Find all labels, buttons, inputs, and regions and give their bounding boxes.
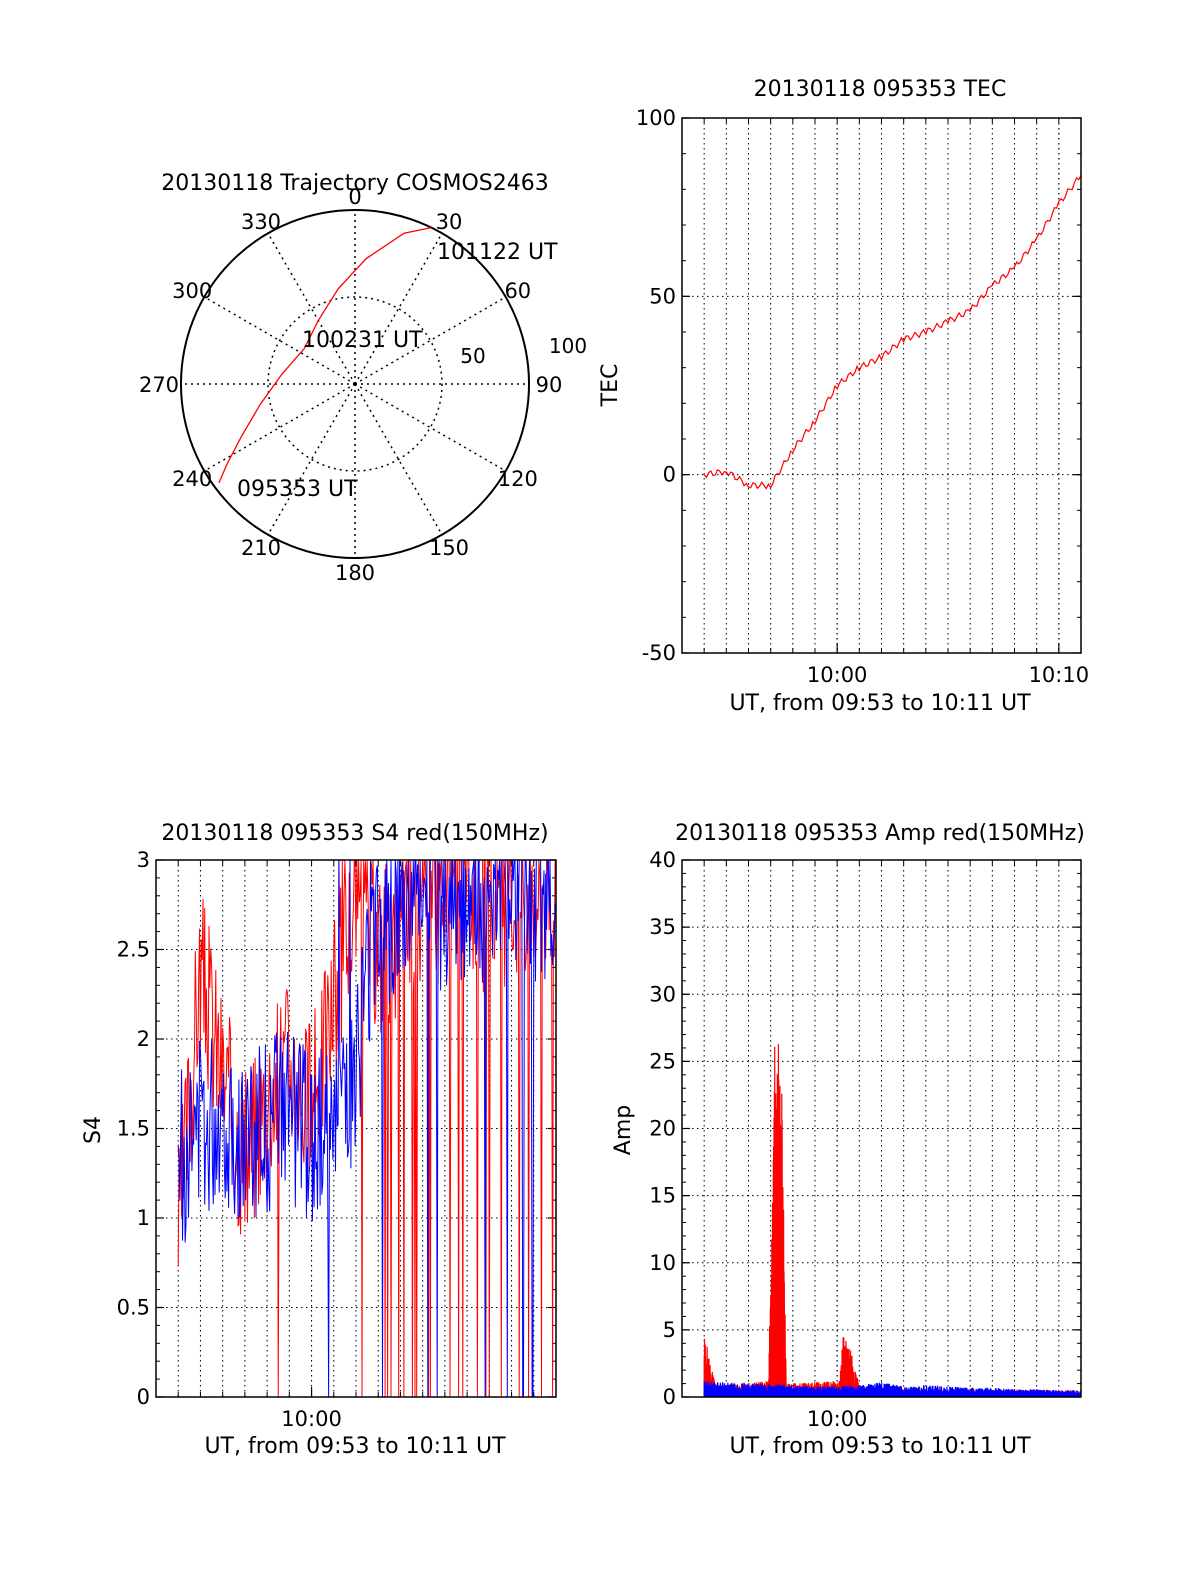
polar-spoke-120: [354, 383, 507, 472]
polar-angle-label-330: 330: [241, 210, 281, 234]
ytick-label: 0: [663, 463, 676, 487]
s4-chart: 20130118 095353 S4 red(150MHz) S4 UT, fr…: [81, 821, 557, 1459]
amp-title: 20130118 095353 Amp red(150MHz): [675, 821, 1085, 846]
ytick-label: 0.5: [117, 1296, 150, 1320]
polar-inner-circle: [267, 296, 443, 472]
polar-grid: [180, 209, 530, 559]
tec-title: 20130118 095353 TEC: [754, 77, 1007, 102]
ytick-label: 1.5: [117, 1117, 150, 1141]
plot-frame: [681, 117, 1082, 654]
amp-xlabel: UT, from 09:53 to 10:11 UT: [729, 1434, 1031, 1459]
ytick-label: 25: [649, 1049, 676, 1073]
polar-outer-circle: [180, 209, 530, 559]
ytick-label: 1: [137, 1206, 150, 1230]
polar-spoke-240: [203, 383, 356, 472]
trajectory-end-label: 101122 UT: [437, 240, 558, 265]
s4-ylabel: S4: [81, 1116, 106, 1144]
polar-radius-label-100: 100: [549, 334, 587, 358]
trajectory-line: [218, 226, 432, 484]
plot-frame: [681, 859, 1082, 1398]
polar-angle-label-60: 60: [504, 279, 531, 303]
polar-angle-label-180: 180: [335, 561, 375, 585]
polar-angle-label-300: 300: [172, 279, 212, 303]
tec-xlabel: UT, from 09:53 to 10:11 UT: [729, 691, 1031, 716]
amp-chart: 20130118 095353 Amp red(150MHz) Amp UT, …: [611, 821, 1085, 1459]
xtick-label: 10:00: [807, 1407, 868, 1431]
polar-angle-label-90: 90: [536, 373, 563, 397]
polar-angle-label-0: 0: [348, 185, 361, 209]
s4-title: 20130118 095353 S4 red(150MHz): [161, 821, 548, 846]
series-line-blue: [703, 1381, 1082, 1398]
polar-angle-labels: 0 30 60 90 120 150 180 210 240 270 300 330: [139, 185, 562, 585]
series-line-red: [703, 1044, 1082, 1398]
polar-angle-label-210: 210: [241, 536, 281, 560]
polar-spoke-300: [203, 296, 356, 385]
polar-angle-label-150: 150: [429, 536, 469, 560]
polar-angle-label-30: 30: [436, 210, 463, 234]
trajectory-mid-label: 100231 UT: [302, 328, 423, 353]
ytick-label: -50: [642, 641, 676, 665]
ytick-label: 100: [636, 106, 676, 130]
polar-spoke-30: [354, 232, 443, 385]
ytick-label: 35: [649, 915, 676, 939]
amp-ylabel: Amp: [611, 1105, 636, 1155]
ytick-label: 20: [649, 1117, 676, 1141]
polar-spoke-330: [267, 232, 356, 385]
series-line-blue: [177, 859, 556, 1398]
ytick-label: 3: [137, 848, 150, 872]
ytick-label: 10: [649, 1251, 676, 1275]
series-line-red: [703, 174, 1082, 490]
ytick-label: 40: [649, 848, 676, 872]
polar-spoke-60: [354, 296, 507, 385]
xtick-label: 10:00: [281, 1407, 342, 1431]
ytick-label: 15: [649, 1184, 676, 1208]
trajectory-start-label: 095353 UT: [237, 477, 358, 502]
polar-title: 20130118 Trajectory COSMOS2463: [161, 171, 548, 196]
tec-chart: 20130118 095353 TEC TEC UT, from 09:53 t…: [598, 77, 1089, 716]
polar-angle-label-120: 120: [498, 467, 538, 491]
ytick-label: 30: [649, 982, 676, 1006]
polar-radius-label-50: 50: [460, 344, 485, 368]
trajectory-polar-chart: 20130118 Trajectory COSMOS2463 0 30 60 90 12…: [139, 171, 587, 585]
ytick-label: 50: [649, 284, 676, 308]
polar-spoke-150: [354, 383, 443, 536]
ytick-label: 2: [137, 1027, 150, 1051]
xtick-label: 10:00: [807, 663, 868, 687]
plot-frame: [155, 859, 557, 1398]
xtick-label: 10:10: [1029, 663, 1090, 687]
s4-xlabel: UT, from 09:53 to 10:11 UT: [204, 1434, 506, 1459]
polar-spoke-210: [267, 383, 356, 536]
polar-angle-label-270: 270: [139, 373, 179, 397]
tec-ylabel: TEC: [598, 364, 623, 408]
ytick-label: 5: [663, 1318, 676, 1342]
polar-angle-label-240: 240: [172, 467, 212, 491]
ytick-label: 2.5: [117, 938, 150, 962]
ytick-label: 0: [663, 1385, 676, 1409]
ytick-label: 0: [137, 1385, 150, 1409]
